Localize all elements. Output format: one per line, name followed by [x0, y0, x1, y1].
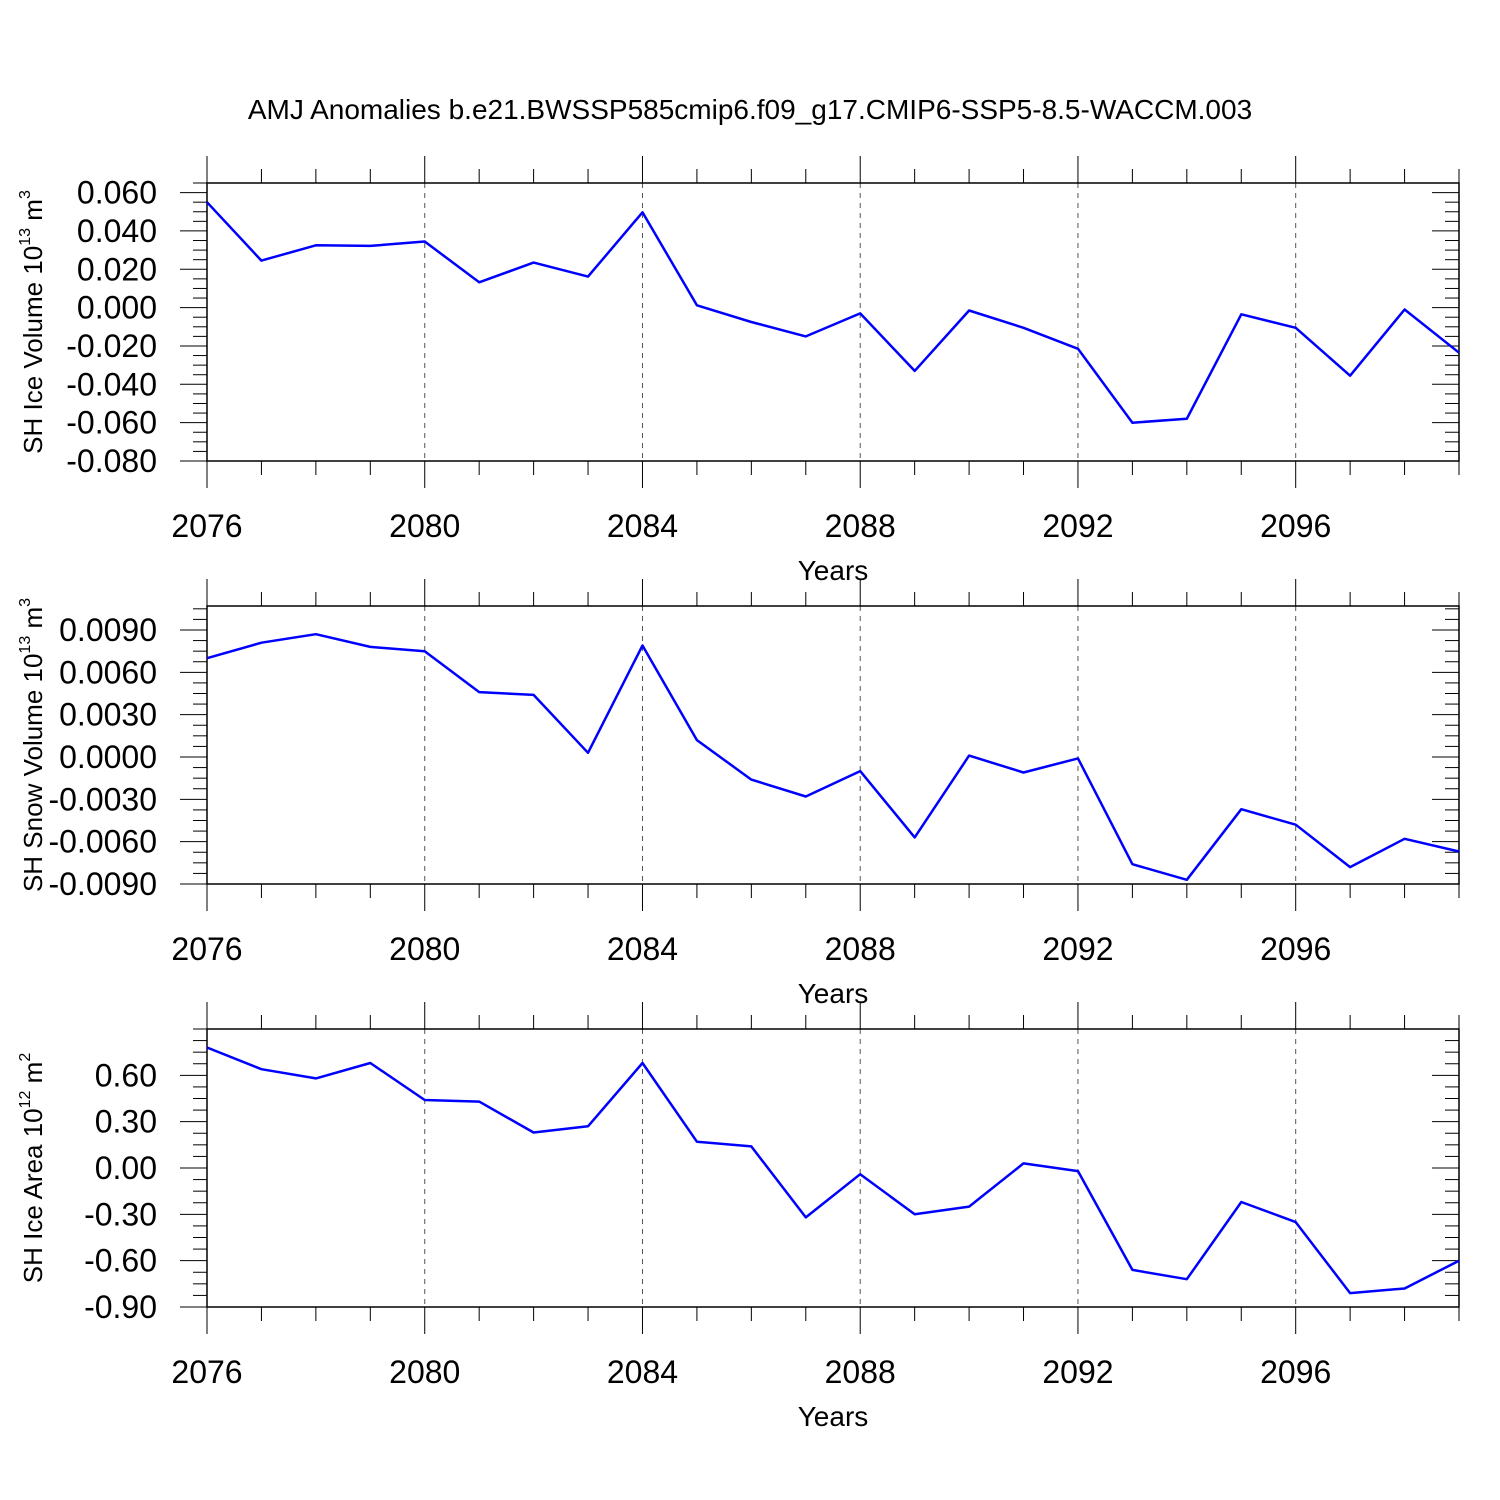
y-axis-title: SH Ice Volume 1013 m3: [17, 190, 48, 454]
y-axis-title-part: m: [18, 1062, 48, 1091]
y-axis-title: SH Snow Volume 1013 m3: [17, 598, 48, 892]
y-tick-label: -0.060: [66, 405, 157, 441]
chart-panel-2: 0.0090 0.0060 0.0030 0.0000 -0.0030 -0.0060 -0…: [17, 579, 1460, 1009]
x-tick-label: 2092: [1042, 508, 1113, 544]
x-tick-label: 2096: [1260, 1354, 1331, 1390]
y-tick-label: 0.0090: [59, 612, 157, 648]
x-tick-label: 2088: [825, 931, 896, 967]
y-tick-label: -0.020: [66, 328, 157, 364]
x-tick-label: 2084: [607, 1354, 678, 1390]
y-axis-title-exponent: 3: [17, 598, 34, 607]
y-axis-title-exponent: 13: [17, 636, 34, 654]
x-tick-label: 2088: [825, 508, 896, 544]
y-tick-label: 0.00: [95, 1150, 157, 1186]
y-tick-label: 0.060: [77, 175, 157, 211]
y-tick-label: 0.0030: [59, 697, 157, 733]
x-tick-label: 2092: [1042, 1354, 1113, 1390]
y-axis-title-exponent: 2: [17, 1053, 34, 1062]
y-axis-title: SH Ice Area 1012 m2: [17, 1053, 48, 1284]
plot-frame: [206, 182, 1460, 462]
x-tick-label: 2092: [1042, 931, 1113, 967]
series-line: [206, 632, 1460, 882]
y-tick-label: 0.0060: [59, 654, 157, 690]
x-axis-title: Years: [798, 978, 869, 1009]
x-axis-title: Years: [798, 1401, 869, 1432]
x-tick-label: 2076: [171, 1354, 242, 1390]
y-tick-label: -0.30: [84, 1196, 157, 1232]
y-axis-title-part: SH Ice Area 10: [18, 1108, 48, 1283]
y-axis-title-part: m: [18, 199, 48, 228]
x-tick-label: 2080: [389, 508, 460, 544]
series-line: [206, 201, 1460, 424]
y-tick-label: -0.0030: [48, 781, 157, 817]
series-line: [206, 1046, 1460, 1295]
y-axis-title-exponent: 13: [17, 228, 34, 246]
y-tick-label: -0.080: [66, 443, 157, 479]
plot-frame: [206, 1028, 1460, 1308]
x-tick-label: 2076: [171, 508, 242, 544]
y-tick-label: 0.020: [77, 251, 157, 287]
x-axis-title: Years: [798, 555, 869, 586]
x-tick-label: 2084: [607, 508, 678, 544]
x-tick-label: 2080: [389, 1354, 460, 1390]
y-tick-label: -0.0060: [48, 824, 157, 860]
y-tick-label: -0.040: [66, 366, 157, 402]
y-tick-label: -0.90: [84, 1289, 157, 1325]
y-axis-title-part: m: [18, 607, 48, 636]
y-tick-label: 0.60: [95, 1057, 157, 1093]
chart-panel-1: 0.0600.0400.0200.000-0.020-0.040-0.060-0…: [17, 156, 1460, 586]
y-tick-label: 0.30: [95, 1104, 157, 1140]
y-tick-label: -0.0090: [48, 866, 157, 902]
chart-panel-3: 0.60 0.30 0.00 -0.30 -0.60 -0.90 2076 2080 2084 2…: [17, 1002, 1460, 1432]
x-tick-label: 2084: [607, 931, 678, 967]
x-tick-label: 2096: [1260, 508, 1331, 544]
y-tick-label: -0.60: [84, 1243, 157, 1279]
x-tick-label: 2080: [389, 931, 460, 967]
y-axis-title-part: SH Snow Volume 10: [18, 654, 48, 892]
y-axis-title-exponent: 12: [17, 1090, 34, 1108]
figure-title: AMJ Anomalies b.e21.BWSSP585cmip6.f09_g1…: [248, 94, 1252, 125]
y-tick-label: 0.000: [77, 290, 157, 326]
y-axis-title-part: SH Ice Volume 10: [18, 246, 48, 454]
y-tick-label: 0.040: [77, 213, 157, 249]
x-tick-label: 2088: [825, 1354, 896, 1390]
plot-frame: [206, 605, 1460, 885]
x-tick-label: 2076: [171, 931, 242, 967]
y-tick-label: 0.0000: [59, 739, 157, 775]
y-axis-title-exponent: 3: [17, 190, 34, 199]
x-tick-label: 2096: [1260, 931, 1331, 967]
